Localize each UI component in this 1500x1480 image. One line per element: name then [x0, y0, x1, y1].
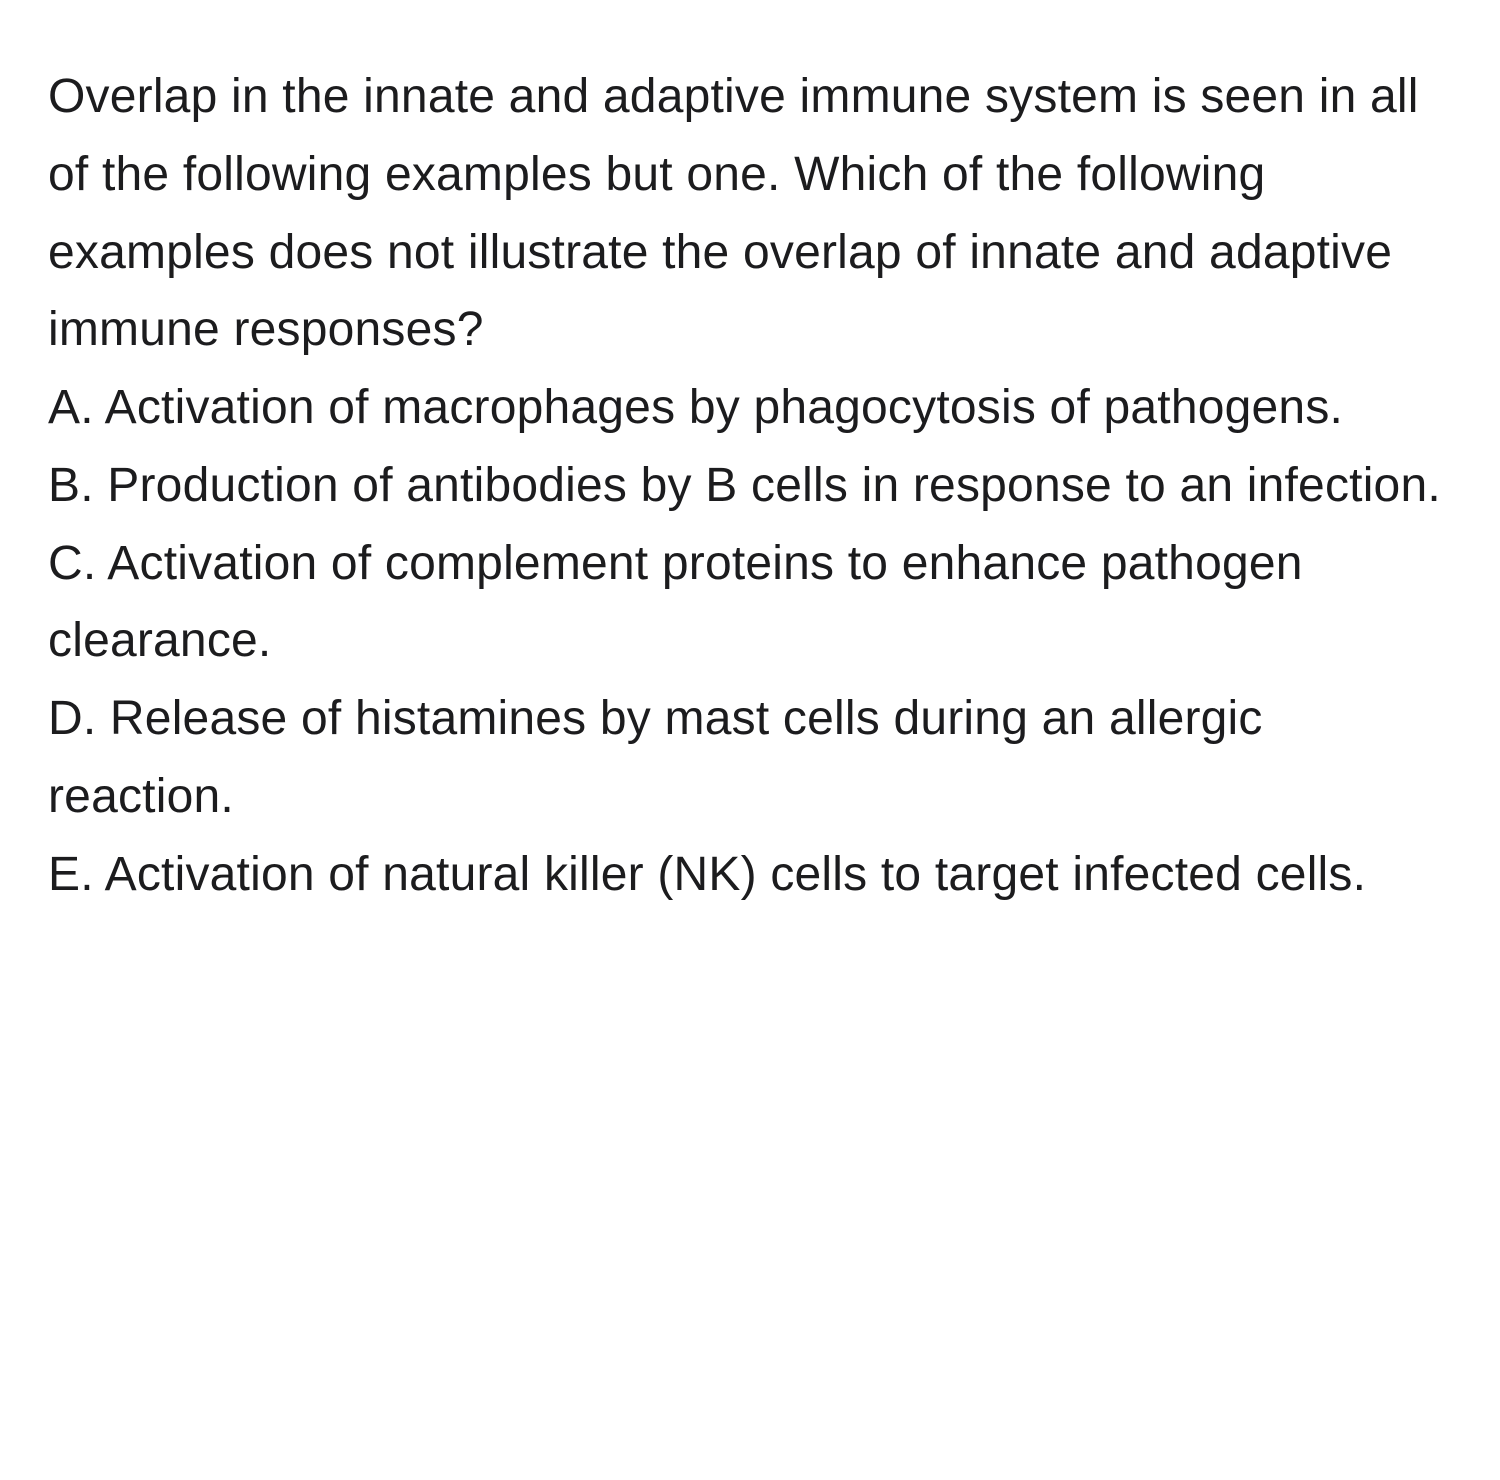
option-d: D. Release of histamines by mast cells d…	[48, 680, 1452, 836]
question-prompt: Overlap in the innate and adaptive immun…	[48, 58, 1452, 369]
option-a: A. Activation of macrophages by phagocyt…	[48, 369, 1452, 447]
option-c: C. Activation of complement proteins to …	[48, 525, 1452, 681]
option-e: E. Activation of natural killer (NK) cel…	[48, 836, 1452, 914]
option-b: B. Production of antibodies by B cells i…	[48, 447, 1452, 525]
